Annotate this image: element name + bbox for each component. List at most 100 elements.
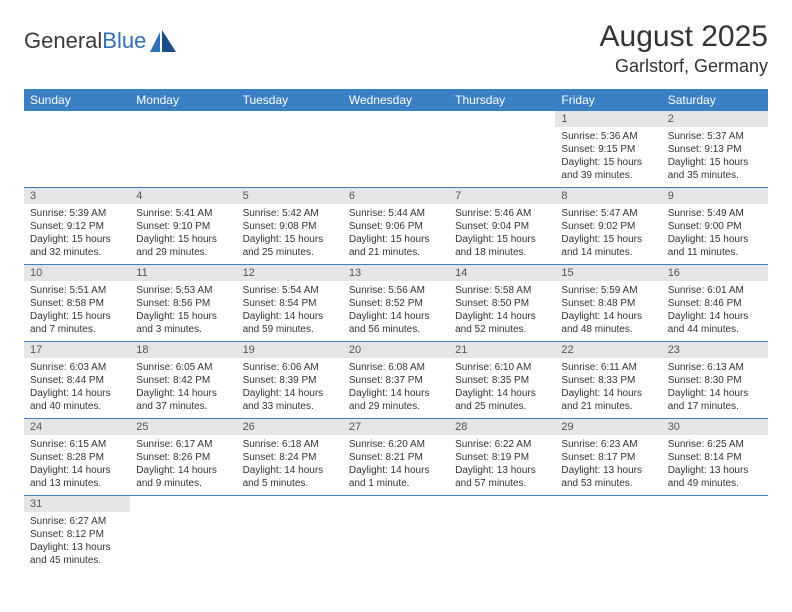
sunrise-text: Sunrise: 6:17 AM — [136, 438, 230, 451]
calendar-cell: 15Sunrise: 5:59 AMSunset: 8:48 PMDayligh… — [555, 265, 661, 342]
sunset-text: Sunset: 9:13 PM — [668, 143, 762, 156]
day-details: Sunrise: 5:39 AMSunset: 9:12 PMDaylight:… — [24, 204, 130, 264]
calendar-cell — [662, 496, 768, 573]
day-number: 7 — [449, 188, 555, 204]
day-details: Sunrise: 6:25 AMSunset: 8:14 PMDaylight:… — [662, 435, 768, 495]
location: Garlstorf, Germany — [600, 56, 768, 77]
sunrise-text: Sunrise: 5:56 AM — [349, 284, 443, 297]
calendar-cell: 27Sunrise: 6:20 AMSunset: 8:21 PMDayligh… — [343, 419, 449, 496]
day-number: 27 — [343, 419, 449, 435]
sunrise-text: Sunrise: 5:42 AM — [243, 207, 337, 220]
daylight-text: Daylight: 15 hours and 11 minutes. — [668, 233, 762, 259]
sunrise-text: Sunrise: 6:10 AM — [455, 361, 549, 374]
daylight-text: Daylight: 13 hours and 45 minutes. — [30, 541, 124, 567]
day-details: Sunrise: 5:51 AMSunset: 8:58 PMDaylight:… — [24, 281, 130, 341]
day-details: Sunrise: 6:15 AMSunset: 8:28 PMDaylight:… — [24, 435, 130, 495]
sunset-text: Sunset: 8:19 PM — [455, 451, 549, 464]
daylight-text: Daylight: 13 hours and 53 minutes. — [561, 464, 655, 490]
calendar-cell: 25Sunrise: 6:17 AMSunset: 8:26 PMDayligh… — [130, 419, 236, 496]
sunset-text: Sunset: 8:30 PM — [668, 374, 762, 387]
sunset-text: Sunset: 9:04 PM — [455, 220, 549, 233]
day-details: Sunrise: 6:17 AMSunset: 8:26 PMDaylight:… — [130, 435, 236, 495]
calendar-cell: 10Sunrise: 5:51 AMSunset: 8:58 PMDayligh… — [24, 265, 130, 342]
daylight-text: Daylight: 14 hours and 5 minutes. — [243, 464, 337, 490]
day-number: 11 — [130, 265, 236, 281]
sunrise-text: Sunrise: 5:47 AM — [561, 207, 655, 220]
day-number: 19 — [237, 342, 343, 358]
day-details: Sunrise: 5:53 AMSunset: 8:56 PMDaylight:… — [130, 281, 236, 341]
sunset-text: Sunset: 8:12 PM — [30, 528, 124, 541]
day-number: 22 — [555, 342, 661, 358]
daylight-text: Daylight: 15 hours and 3 minutes. — [136, 310, 230, 336]
daylight-text: Daylight: 14 hours and 13 minutes. — [30, 464, 124, 490]
day-details: Sunrise: 6:05 AMSunset: 8:42 PMDaylight:… — [130, 358, 236, 418]
day-number: 30 — [662, 419, 768, 435]
sunrise-text: Sunrise: 6:15 AM — [30, 438, 124, 451]
sunset-text: Sunset: 9:10 PM — [136, 220, 230, 233]
day-details: Sunrise: 6:01 AMSunset: 8:46 PMDaylight:… — [662, 281, 768, 341]
sunset-text: Sunset: 8:14 PM — [668, 451, 762, 464]
sunset-text: Sunset: 8:28 PM — [30, 451, 124, 464]
day-number — [24, 111, 130, 127]
day-header: Friday — [555, 89, 661, 111]
logo-text-1: General — [24, 28, 102, 53]
calendar-cell: 18Sunrise: 6:05 AMSunset: 8:42 PMDayligh… — [130, 342, 236, 419]
calendar-cell — [343, 111, 449, 188]
sunset-text: Sunset: 8:44 PM — [30, 374, 124, 387]
sunrise-text: Sunrise: 6:25 AM — [668, 438, 762, 451]
sunset-text: Sunset: 9:08 PM — [243, 220, 337, 233]
day-header: Wednesday — [343, 89, 449, 111]
logo-text-2: Blue — [102, 28, 146, 53]
sunrise-text: Sunrise: 5:36 AM — [561, 130, 655, 143]
sunset-text: Sunset: 8:50 PM — [455, 297, 549, 310]
day-details: Sunrise: 6:23 AMSunset: 8:17 PMDaylight:… — [555, 435, 661, 495]
day-header: Sunday — [24, 89, 130, 111]
calendar-cell: 20Sunrise: 6:08 AMSunset: 8:37 PMDayligh… — [343, 342, 449, 419]
daylight-text: Daylight: 14 hours and 9 minutes. — [136, 464, 230, 490]
daylight-text: Daylight: 14 hours and 17 minutes. — [668, 387, 762, 413]
daylight-text: Daylight: 14 hours and 1 minute. — [349, 464, 443, 490]
sunset-text: Sunset: 8:52 PM — [349, 297, 443, 310]
day-number: 24 — [24, 419, 130, 435]
sunset-text: Sunset: 9:06 PM — [349, 220, 443, 233]
daylight-text: Daylight: 13 hours and 49 minutes. — [668, 464, 762, 490]
daylight-text: Daylight: 15 hours and 14 minutes. — [561, 233, 655, 259]
day-header: Thursday — [449, 89, 555, 111]
daylight-text: Daylight: 15 hours and 21 minutes. — [349, 233, 443, 259]
calendar-cell: 7Sunrise: 5:46 AMSunset: 9:04 PMDaylight… — [449, 188, 555, 265]
day-details: Sunrise: 5:56 AMSunset: 8:52 PMDaylight:… — [343, 281, 449, 341]
calendar-cell: 28Sunrise: 6:22 AMSunset: 8:19 PMDayligh… — [449, 419, 555, 496]
day-number — [449, 496, 555, 512]
day-details: Sunrise: 6:13 AMSunset: 8:30 PMDaylight:… — [662, 358, 768, 418]
day-number — [343, 111, 449, 127]
day-number: 20 — [343, 342, 449, 358]
sunrise-text: Sunrise: 5:49 AM — [668, 207, 762, 220]
sunrise-text: Sunrise: 6:01 AM — [668, 284, 762, 297]
calendar-cell: 30Sunrise: 6:25 AMSunset: 8:14 PMDayligh… — [662, 419, 768, 496]
day-details: Sunrise: 5:54 AMSunset: 8:54 PMDaylight:… — [237, 281, 343, 341]
month-title: August 2025 — [600, 20, 768, 54]
sunrise-text: Sunrise: 6:18 AM — [243, 438, 337, 451]
calendar-cell: 31Sunrise: 6:27 AMSunset: 8:12 PMDayligh… — [24, 496, 130, 573]
logo-text: GeneralBlue — [24, 28, 146, 54]
header: GeneralBlue August 2025 Garlstorf, Germa… — [24, 20, 768, 77]
day-details: Sunrise: 5:41 AMSunset: 9:10 PMDaylight:… — [130, 204, 236, 264]
calendar-cell: 16Sunrise: 6:01 AMSunset: 8:46 PMDayligh… — [662, 265, 768, 342]
calendar-cell: 1Sunrise: 5:36 AMSunset: 9:15 PMDaylight… — [555, 111, 661, 188]
sunset-text: Sunset: 8:33 PM — [561, 374, 655, 387]
day-number: 28 — [449, 419, 555, 435]
calendar-cell: 12Sunrise: 5:54 AMSunset: 8:54 PMDayligh… — [237, 265, 343, 342]
logo: GeneralBlue — [24, 28, 178, 54]
day-number: 1 — [555, 111, 661, 127]
sunset-text: Sunset: 8:39 PM — [243, 374, 337, 387]
day-details: Sunrise: 6:20 AMSunset: 8:21 PMDaylight:… — [343, 435, 449, 495]
day-number: 21 — [449, 342, 555, 358]
day-number: 14 — [449, 265, 555, 281]
daylight-text: Daylight: 15 hours and 32 minutes. — [30, 233, 124, 259]
day-details: Sunrise: 5:49 AMSunset: 9:00 PMDaylight:… — [662, 204, 768, 264]
day-number: 4 — [130, 188, 236, 204]
sunset-text: Sunset: 8:58 PM — [30, 297, 124, 310]
sunrise-text: Sunrise: 5:51 AM — [30, 284, 124, 297]
daylight-text: Daylight: 15 hours and 7 minutes. — [30, 310, 124, 336]
calendar-cell: 6Sunrise: 5:44 AMSunset: 9:06 PMDaylight… — [343, 188, 449, 265]
